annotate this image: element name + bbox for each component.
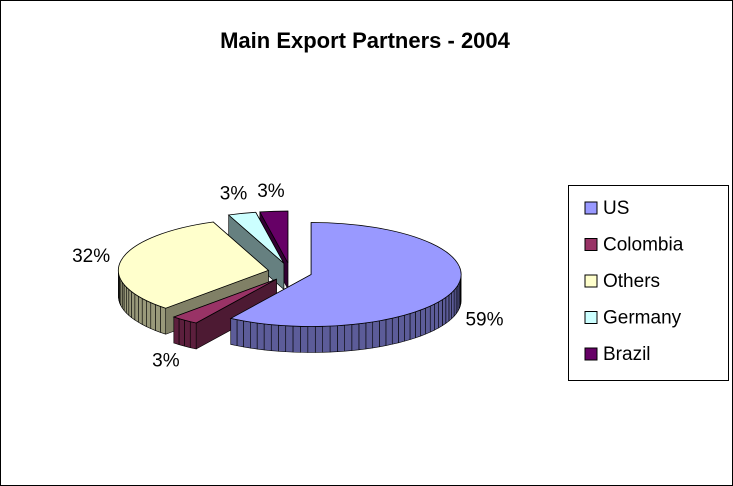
slice-side bbox=[434, 301, 439, 331]
slice-side bbox=[391, 316, 399, 345]
slice-side bbox=[128, 289, 133, 319]
slice-side bbox=[409, 311, 416, 340]
slice-side bbox=[415, 309, 421, 339]
slice-side bbox=[256, 322, 265, 351]
slice bbox=[227, 211, 285, 264]
slice-side bbox=[438, 299, 443, 329]
slice-side bbox=[445, 294, 450, 324]
slice-side bbox=[300, 326, 309, 353]
slice bbox=[259, 210, 289, 264]
slice bbox=[118, 221, 270, 309]
slice-side bbox=[337, 324, 345, 353]
slice bbox=[229, 222, 462, 327]
slice-side bbox=[173, 316, 180, 345]
slice-side bbox=[429, 303, 435, 333]
slice-side bbox=[453, 287, 457, 317]
slice-side bbox=[123, 284, 127, 314]
legend-label: Brazil bbox=[603, 344, 651, 365]
legend-swatch bbox=[584, 274, 598, 288]
legend-label: Colombia bbox=[603, 235, 684, 256]
data-label: 3% bbox=[220, 184, 248, 205]
slice-side bbox=[379, 319, 387, 348]
slice-side bbox=[403, 313, 411, 342]
legend-label: Germany bbox=[603, 308, 682, 329]
slice-side bbox=[134, 293, 139, 323]
slice-side bbox=[322, 325, 331, 353]
slice-side bbox=[372, 320, 380, 349]
slice-side bbox=[236, 319, 244, 348]
slice-side bbox=[285, 325, 294, 353]
slice-side bbox=[398, 314, 405, 344]
legend-label: Others bbox=[603, 271, 660, 292]
data-label: 3% bbox=[257, 181, 285, 202]
slice-side bbox=[243, 320, 251, 349]
slice-side bbox=[329, 325, 338, 353]
slice-side bbox=[146, 300, 152, 329]
slice-side bbox=[270, 324, 279, 352]
slice-side bbox=[160, 306, 167, 335]
slice-side bbox=[314, 326, 323, 353]
slice-side bbox=[126, 286, 130, 316]
slice-side bbox=[178, 318, 185, 347]
slice-side bbox=[292, 325, 301, 353]
slice-side bbox=[155, 304, 161, 333]
data-label: 32% bbox=[72, 246, 110, 267]
legend-swatch bbox=[584, 347, 598, 361]
slice-side bbox=[263, 323, 272, 351]
slice-side bbox=[278, 324, 287, 353]
slice-side bbox=[184, 319, 191, 348]
slice-side bbox=[385, 317, 393, 346]
legend-swatch bbox=[584, 201, 598, 215]
slice-side bbox=[138, 295, 143, 325]
slice-side bbox=[442, 297, 447, 326]
legend-label: US bbox=[603, 198, 629, 219]
slice-side bbox=[365, 321, 374, 350]
slice-side bbox=[420, 307, 426, 337]
slice-side bbox=[307, 326, 316, 353]
slice-side bbox=[344, 324, 353, 352]
slice-side bbox=[425, 305, 431, 335]
slice-side bbox=[358, 322, 367, 351]
slice bbox=[172, 278, 277, 324]
slice-side bbox=[141, 298, 147, 327]
slice-side bbox=[230, 318, 238, 347]
slice-side bbox=[351, 323, 360, 351]
slice-side bbox=[448, 292, 452, 322]
slice-side bbox=[131, 291, 136, 321]
chart-title: Main Export Partners - 2004 bbox=[220, 28, 511, 53]
legend-swatch bbox=[584, 238, 598, 251]
data-label: 59% bbox=[465, 310, 503, 331]
slice-side bbox=[451, 289, 455, 319]
legend-swatch bbox=[584, 311, 598, 324]
slice-side bbox=[250, 321, 258, 350]
slice-side bbox=[150, 302, 156, 331]
slice-side bbox=[189, 321, 197, 350]
data-label: 3% bbox=[152, 351, 180, 372]
